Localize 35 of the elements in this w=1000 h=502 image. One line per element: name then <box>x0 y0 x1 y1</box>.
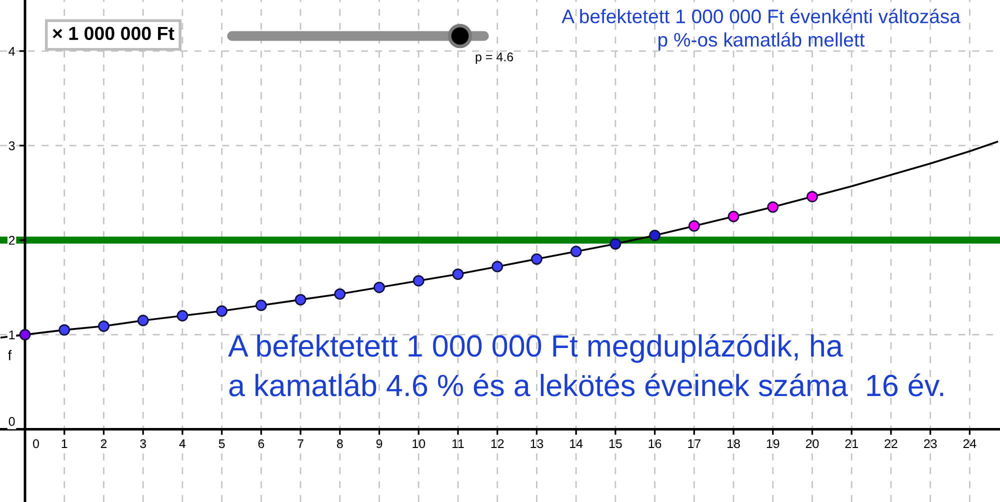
x-tick-label: 1 <box>62 439 68 448</box>
x-tick-label: 5 <box>218 439 225 448</box>
x-tick-label: 11 <box>452 439 464 448</box>
y-tick-label: 3 <box>8 141 15 150</box>
x-tick-label: 12 <box>491 439 504 448</box>
x-tick-label: 10 <box>412 439 426 448</box>
y-tick-label: 4 <box>8 46 15 56</box>
x-tick-label: 16 <box>648 439 662 448</box>
x-tick-label: 15 <box>609 439 622 448</box>
x-tick-label: 6 <box>258 439 264 448</box>
x-tick-label: 4 <box>179 439 186 448</box>
x-tick-label: 14 <box>570 439 583 448</box>
annotation: A befektetett 1 000 000 Ft megduplázódik, ha a kamatláb 4.6 % és a lekötés éveinek száma 16 év. <box>228 334 944 396</box>
x-tick-label: 21 <box>845 439 858 448</box>
x-tick-label: 24 <box>963 439 976 448</box>
x-tick-label: 3 <box>140 439 146 448</box>
x-tick-label: 19 <box>766 439 780 448</box>
x-tick-label: 9 <box>376 439 382 448</box>
annotation: p = 4.6 <box>476 52 514 64</box>
annotation: × 1 000 000 Ft <box>52 26 174 40</box>
series-label: f <box>8 350 12 360</box>
y-tick-label: 0 <box>8 417 15 426</box>
x-tick-label: 2 <box>100 439 107 448</box>
x-tick-label: 22 <box>884 439 898 448</box>
x-tick-label: 13 <box>530 439 544 448</box>
x-tick-label: 7 <box>298 439 304 448</box>
y-tick-label: 2 <box>8 236 15 245</box>
x-tick-label: 18 <box>728 439 740 448</box>
y-tick-label: 1 <box>9 330 15 340</box>
x-tick-label: 20 <box>806 439 819 448</box>
x-tick-label: 8 <box>336 439 343 448</box>
x-tick-label: 17 <box>688 439 700 448</box>
x-tick-label: 0 <box>33 439 39 448</box>
text: A befektetett 1 000 000 Ft évenkénti változása p %-os kamatláb mellett <box>562 8 960 50</box>
x-tick-label: 23 <box>924 439 937 448</box>
